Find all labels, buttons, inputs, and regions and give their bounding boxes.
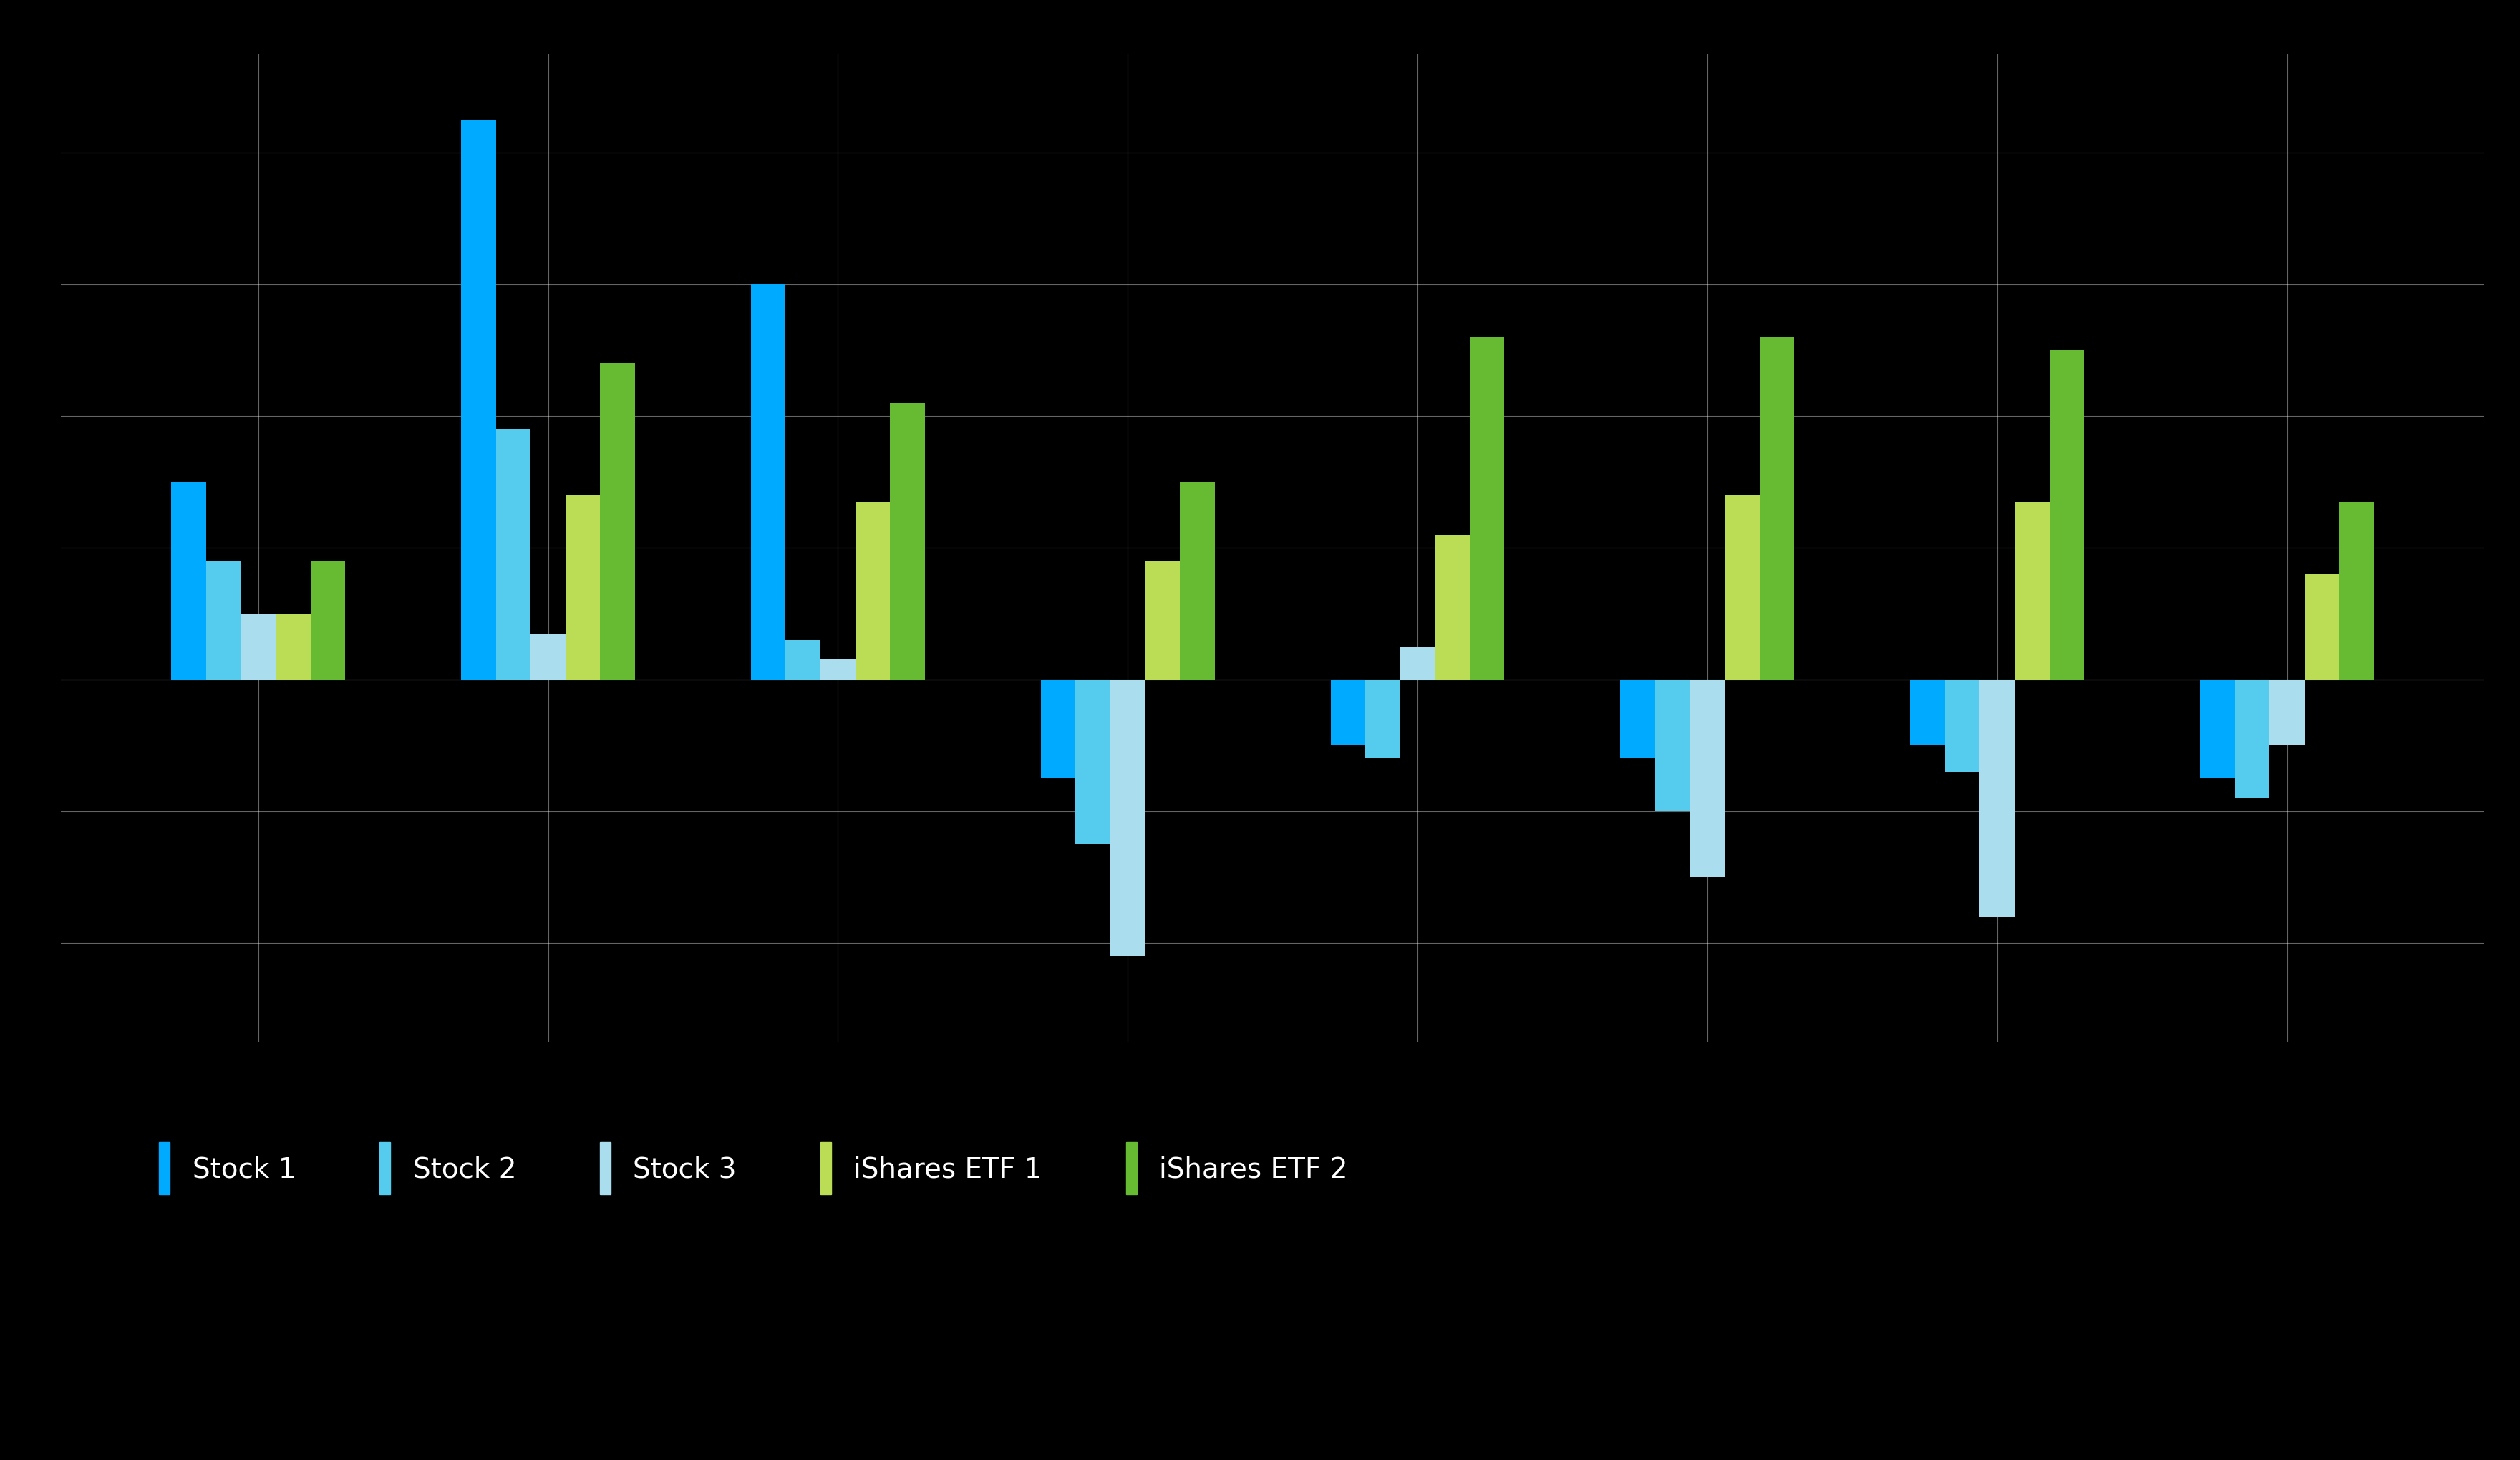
Bar xyxy=(1981,680,2013,917)
Bar xyxy=(1111,680,1144,956)
Bar xyxy=(1401,647,1434,680)
Bar xyxy=(600,364,635,680)
Bar xyxy=(1910,680,1945,746)
Bar xyxy=(1366,680,1401,759)
Bar xyxy=(751,285,786,680)
Bar xyxy=(1945,680,1981,772)
Bar xyxy=(2200,680,2235,778)
Bar xyxy=(564,495,600,680)
Bar xyxy=(1076,680,1111,844)
Bar xyxy=(310,561,345,680)
Bar xyxy=(2049,350,2084,680)
Bar xyxy=(1469,337,1504,680)
Bar xyxy=(1691,680,1724,877)
Bar xyxy=(532,634,564,680)
Bar xyxy=(2339,502,2374,680)
Bar xyxy=(786,641,822,680)
Bar xyxy=(2235,680,2271,799)
Bar xyxy=(496,429,532,680)
Bar xyxy=(822,660,854,680)
Bar xyxy=(1179,482,1215,680)
Bar xyxy=(1144,561,1179,680)
Bar xyxy=(1434,534,1469,680)
Bar xyxy=(1759,337,1794,680)
Bar xyxy=(1331,680,1366,746)
Bar xyxy=(2271,680,2303,746)
Bar xyxy=(171,482,207,680)
Bar xyxy=(275,615,310,680)
Bar xyxy=(1041,680,1076,778)
Bar xyxy=(1656,680,1691,812)
Bar xyxy=(461,120,496,680)
Bar xyxy=(2303,574,2339,680)
Legend: Stock 1, Stock 2, Stock 3, iShares ETF 1, iShares ETF 2: Stock 1, Stock 2, Stock 3, iShares ETF 1… xyxy=(149,1132,1358,1206)
Bar xyxy=(207,561,242,680)
Bar xyxy=(1724,495,1759,680)
Bar xyxy=(890,403,925,680)
Bar xyxy=(2013,502,2049,680)
Bar xyxy=(1620,680,1656,759)
Bar xyxy=(854,502,890,680)
Bar xyxy=(242,615,275,680)
